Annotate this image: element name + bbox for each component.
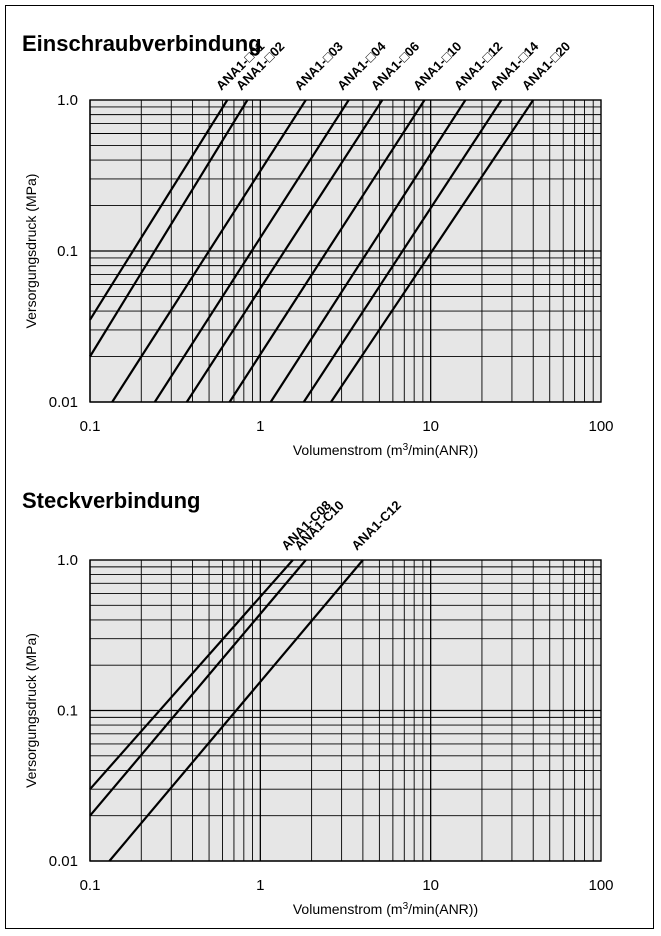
series-line (89, 559, 294, 790)
x-tick-label: 100 (588, 418, 613, 435)
y-tick-label: 0.01 (49, 853, 78, 870)
x-axis-label: Volumenstrom (m3/min(ANR)) (293, 901, 478, 917)
x-tick-label: 10 (422, 418, 439, 435)
x-tick-label: 0.1 (80, 418, 101, 435)
x-tick-label: 100 (588, 877, 613, 894)
series-line (89, 99, 249, 358)
page-frame (5, 5, 654, 929)
series-line (330, 99, 535, 403)
plot-frame (89, 559, 602, 862)
x-tick-label: 10 (422, 877, 439, 894)
series-line (185, 99, 384, 403)
x-axis-label-part: Volumenstrom (m (293, 901, 403, 917)
y-axis-label: Versorgungsdruck (MPa) (23, 174, 39, 329)
x-axis-label: Volumenstrom (m3/min(ANR)) (293, 442, 478, 458)
x-axis-label-superscript: 3 (403, 442, 409, 453)
series-line (89, 99, 229, 321)
y-tick-label: 0.01 (49, 394, 78, 411)
chart-panel-steckverbindung: Steckverbindung 0.1 1 10 100 0.01 0.1 1.0 Volum… (0, 468, 661, 936)
y-tick-label: 1.0 (57, 92, 78, 109)
x-tick-label: 1 (256, 418, 264, 435)
x-axis-label-superscript: 3 (403, 901, 409, 912)
series-line (153, 99, 350, 403)
chart-panel-einschraubverbindung: Einschraubverbindung 0.1 1 10 100 0.01 0.1 1.0… (22, 31, 614, 458)
grid (89, 560, 601, 862)
series-line (108, 559, 364, 862)
plot-frame (89, 99, 602, 403)
series-line (111, 99, 307, 403)
series-label: ANA1-C12 (348, 498, 404, 554)
series-line (89, 559, 307, 817)
grid (89, 100, 601, 403)
chart-title: Einschraubverbindung (22, 31, 262, 56)
x-axis-label-part: Volumenstrom (m (293, 442, 403, 458)
chart-title: Steckverbindung (22, 488, 201, 513)
series-line (302, 99, 503, 403)
x-axis-label-part: /min(ANR)) (408, 442, 478, 458)
y-tick-label: 0.1 (57, 703, 78, 720)
x-axis-label-part: /min(ANR)) (408, 901, 478, 917)
series-line (228, 99, 426, 403)
y-tick-label: 0.1 (57, 243, 78, 260)
x-tick-label: 0.1 (80, 877, 101, 894)
x-tick-label: 1 (256, 877, 264, 894)
series-line (269, 99, 467, 403)
y-tick-label: 1.0 (57, 552, 78, 569)
y-axis-label: Versorgungsdruck (MPa) (23, 633, 39, 788)
